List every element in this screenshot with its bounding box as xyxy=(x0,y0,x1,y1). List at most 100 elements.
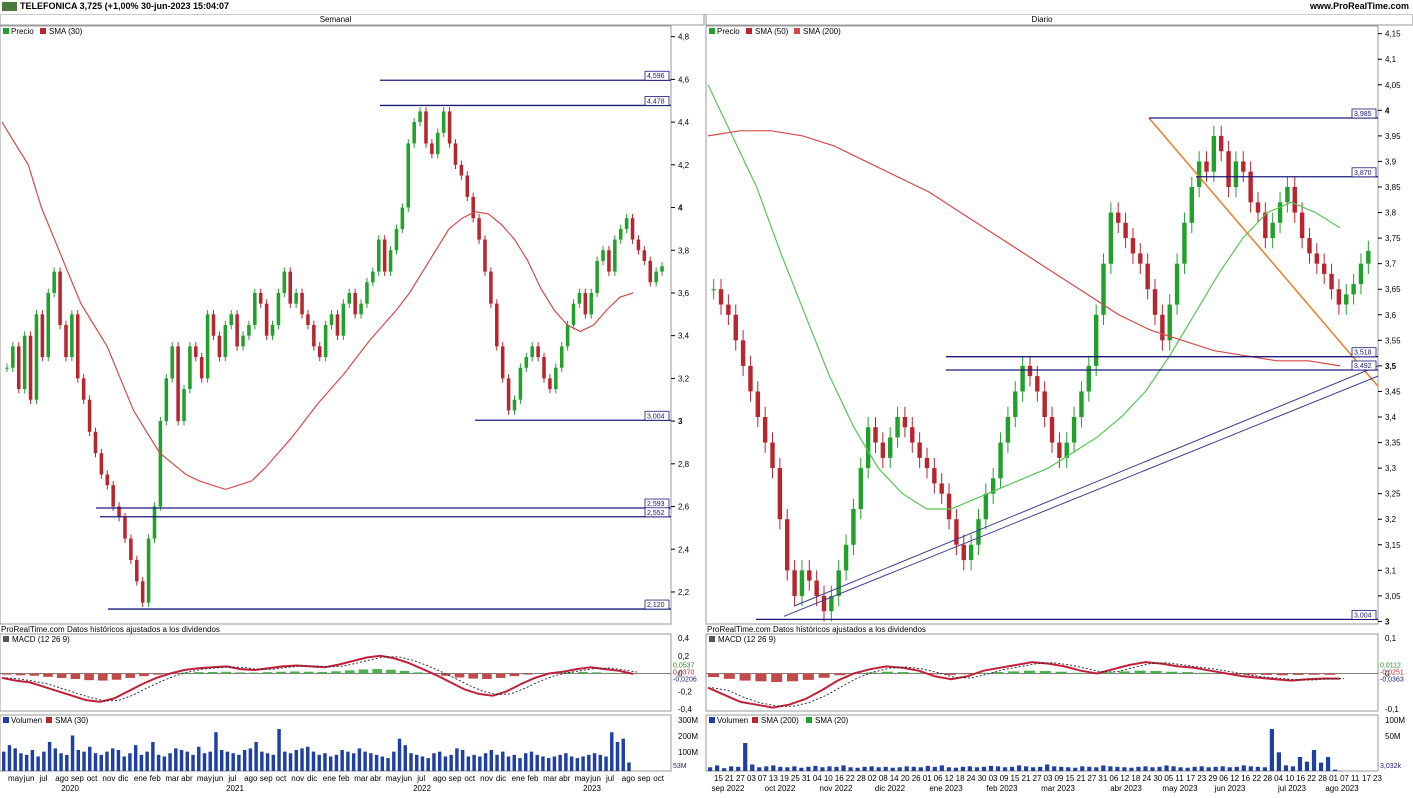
volume-bar xyxy=(558,754,562,771)
candle-body xyxy=(247,325,251,336)
macd-histogram-bar xyxy=(897,672,909,674)
macd-histogram-bar xyxy=(708,673,720,678)
x-day-label: 22 xyxy=(1252,774,1261,783)
candle-body xyxy=(589,292,593,315)
x-day-label: 10 xyxy=(824,774,833,783)
macd-histogram-bar xyxy=(290,671,300,674)
candle-body xyxy=(1116,212,1121,223)
candle-body xyxy=(188,346,192,390)
candle-body xyxy=(312,325,316,347)
x-day-label: 18 xyxy=(1131,774,1140,783)
volume-bar xyxy=(42,751,46,771)
candle-body xyxy=(52,271,56,293)
candle-body xyxy=(1167,304,1172,341)
candle-body xyxy=(711,289,716,291)
volume-bar xyxy=(139,754,144,771)
volume-bar xyxy=(288,753,293,771)
volume-bar xyxy=(1318,762,1324,771)
candle-body xyxy=(895,417,900,438)
volume-bar xyxy=(437,751,442,771)
price-level-label: 4,596 xyxy=(647,73,665,80)
candle-body xyxy=(264,303,269,336)
macd-histogram-bar xyxy=(386,669,396,674)
volume-bar xyxy=(191,754,195,771)
volume-bar xyxy=(1038,766,1043,771)
macd-histogram-bar xyxy=(84,673,94,681)
macd-histogram-bar xyxy=(358,669,369,674)
volume-tick-label: 200M xyxy=(678,732,698,741)
x-month-label: jul 2023 xyxy=(1277,784,1307,793)
volume-bar xyxy=(265,753,270,771)
site-link[interactable]: www.ProRealTime.com xyxy=(1309,1,1409,11)
macd-histogram-bar xyxy=(317,671,328,674)
volume-bar xyxy=(128,753,132,771)
y-tick-label: 3,4 xyxy=(678,332,690,341)
volume-bar xyxy=(981,766,987,771)
y-tick-label: 3,5 xyxy=(1385,362,1397,371)
candle-body xyxy=(660,266,664,272)
volume-legend-swatch xyxy=(709,717,715,723)
volume-bar xyxy=(260,751,264,771)
candle-body xyxy=(276,292,281,325)
candle-body xyxy=(211,314,216,336)
candle-body xyxy=(542,357,546,379)
title-bar: TELEFONICA 3,725 (+1,00% 30-jun-2023 15:… xyxy=(0,0,1413,15)
x-day-label: 01 xyxy=(1329,774,1338,783)
candle-body xyxy=(412,122,416,144)
candle-body xyxy=(718,289,724,305)
volume-bar xyxy=(478,756,482,771)
candle-body xyxy=(117,506,121,518)
price-level-label: 3,518 xyxy=(1354,350,1372,357)
volume-bar xyxy=(506,756,511,771)
candle-body xyxy=(733,314,738,341)
price-level-tag xyxy=(644,507,670,518)
y-tick-label: 3,8 xyxy=(1385,209,1397,218)
volume-bar xyxy=(208,751,212,771)
x-day-label: 27 xyxy=(736,774,745,783)
candle-body xyxy=(16,346,21,390)
x-day-label: 19 xyxy=(780,774,789,783)
volume-bar xyxy=(231,753,235,771)
x-day-label: 30 xyxy=(978,774,987,783)
candle-body xyxy=(146,538,151,603)
charts-canvas[interactable]: Semanal 4,8 4,6 4,4 4,2 4 3,8 3,6 3,4 3,2 3 2,8 2,6 2… xyxy=(0,14,1413,798)
x-day-label: 12 xyxy=(1120,774,1129,783)
volume-bar xyxy=(785,767,790,771)
x-month-label: may xyxy=(197,774,212,783)
macd-histogram-bar xyxy=(881,671,893,674)
price-level-tag xyxy=(644,96,670,106)
x-month-label: jul xyxy=(227,774,236,783)
x-month-label: ago xyxy=(244,774,258,783)
macd-signal-line xyxy=(5,656,638,702)
candle-body xyxy=(983,493,989,520)
x-month-label: jun xyxy=(589,774,601,783)
macd-legend-swatch xyxy=(709,636,715,642)
volume-bar xyxy=(179,750,184,771)
volume-bar xyxy=(432,753,436,771)
x-month-label: ene xyxy=(323,774,337,783)
candle-body xyxy=(624,218,629,229)
candle-body xyxy=(648,260,653,283)
macd-legend-swatch xyxy=(3,636,9,642)
candle-body xyxy=(1145,263,1150,290)
volume-legend-swatch xyxy=(3,717,9,723)
sma50-line xyxy=(707,84,1341,510)
legend-sma200-swatch xyxy=(794,28,800,34)
volume-tick-label: 300M xyxy=(678,716,698,725)
volume-bar xyxy=(1122,767,1127,771)
candle-body xyxy=(87,399,92,432)
candle-body xyxy=(1086,365,1092,392)
candle-body xyxy=(1138,253,1143,264)
candle-body xyxy=(465,175,470,197)
macd-histogram-bar xyxy=(98,673,108,681)
volume-bar xyxy=(1045,764,1050,771)
x-day-label: 24 xyxy=(967,774,976,783)
macd-histogram-bar xyxy=(111,673,122,680)
macd-histogram-bar xyxy=(1292,673,1304,675)
volume-bar xyxy=(2,751,6,771)
macd-line xyxy=(1,654,634,703)
x-day-label: 20 xyxy=(901,774,910,783)
volume-bar xyxy=(529,751,534,771)
volume-bar xyxy=(1262,767,1267,771)
volume-bar xyxy=(214,732,218,771)
